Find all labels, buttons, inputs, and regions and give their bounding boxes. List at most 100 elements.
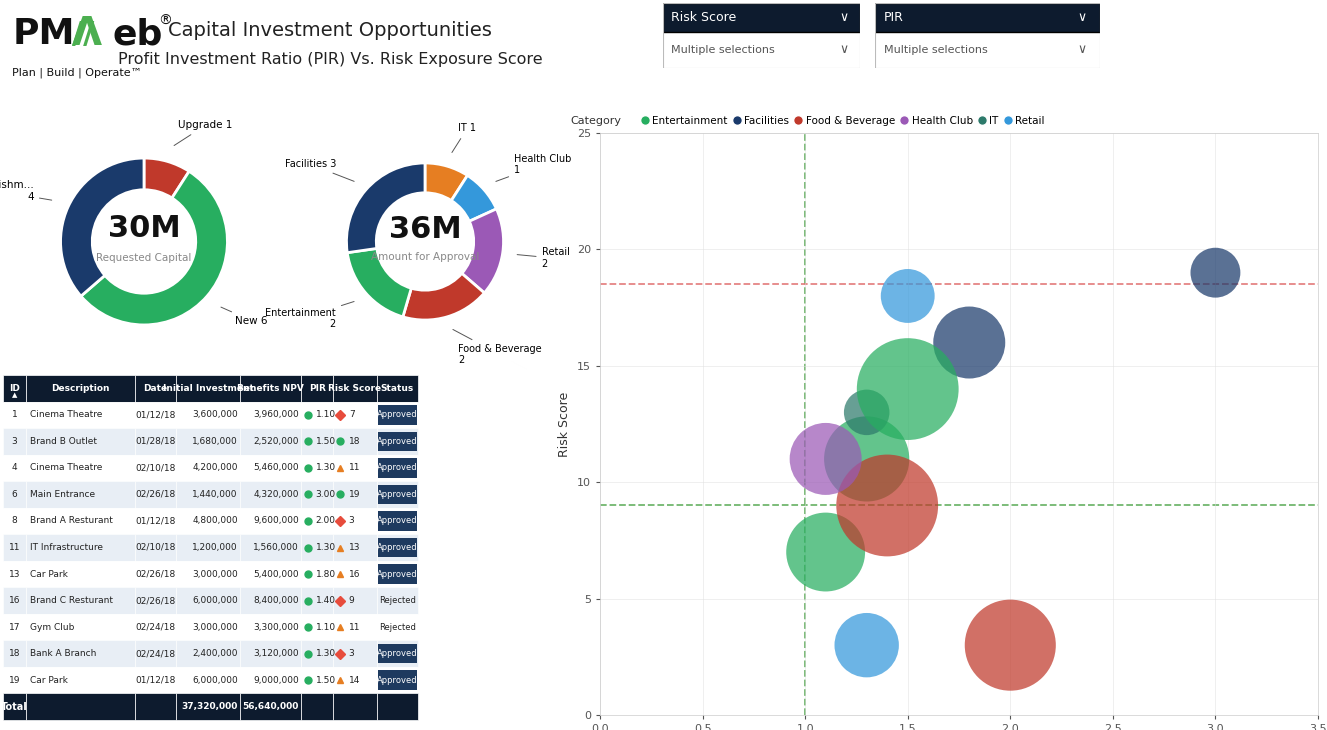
FancyBboxPatch shape bbox=[27, 694, 134, 720]
FancyBboxPatch shape bbox=[176, 402, 240, 428]
Point bbox=[856, 639, 877, 651]
Text: 1,680,000: 1,680,000 bbox=[192, 437, 238, 446]
Text: Rejected: Rejected bbox=[380, 623, 415, 631]
Text: 02/26/18: 02/26/18 bbox=[135, 569, 175, 579]
FancyBboxPatch shape bbox=[27, 640, 134, 667]
Text: Initial Investment: Initial Investment bbox=[163, 384, 253, 393]
Text: Λ: Λ bbox=[72, 15, 102, 53]
Text: 6: 6 bbox=[12, 490, 17, 499]
FancyBboxPatch shape bbox=[240, 428, 301, 455]
FancyBboxPatch shape bbox=[176, 588, 240, 614]
FancyBboxPatch shape bbox=[27, 534, 134, 561]
Point bbox=[856, 453, 877, 465]
Text: Entertainment
2: Entertainment 2 bbox=[265, 301, 354, 329]
Text: Cinema Theatre: Cinema Theatre bbox=[29, 410, 102, 419]
Text: Date: Date bbox=[143, 384, 167, 393]
Text: 2,520,000: 2,520,000 bbox=[253, 437, 299, 446]
Text: 02/10/18: 02/10/18 bbox=[135, 464, 175, 472]
Text: 4: 4 bbox=[12, 464, 17, 472]
FancyBboxPatch shape bbox=[27, 375, 134, 402]
Text: Car Park: Car Park bbox=[29, 569, 68, 579]
FancyBboxPatch shape bbox=[301, 614, 333, 640]
FancyBboxPatch shape bbox=[3, 375, 27, 402]
FancyBboxPatch shape bbox=[27, 455, 134, 481]
FancyBboxPatch shape bbox=[134, 614, 176, 640]
Text: Health Club
1: Health Club 1 bbox=[496, 153, 572, 182]
FancyBboxPatch shape bbox=[333, 481, 377, 507]
Text: Car Park: Car Park bbox=[29, 676, 68, 685]
FancyBboxPatch shape bbox=[377, 375, 418, 402]
Text: ∨: ∨ bbox=[1078, 11, 1087, 24]
FancyBboxPatch shape bbox=[333, 667, 377, 694]
Text: 3.00: 3.00 bbox=[316, 490, 336, 499]
Text: 4,200,000: 4,200,000 bbox=[192, 464, 238, 472]
Text: eb: eb bbox=[113, 18, 163, 51]
FancyBboxPatch shape bbox=[301, 694, 333, 720]
Text: 16: 16 bbox=[349, 569, 360, 579]
Text: Approved: Approved bbox=[377, 676, 418, 685]
Text: New 6: New 6 bbox=[222, 307, 268, 326]
FancyBboxPatch shape bbox=[377, 507, 418, 534]
Text: ID: ID bbox=[9, 384, 20, 393]
Text: Gym Club: Gym Club bbox=[29, 623, 74, 631]
FancyBboxPatch shape bbox=[301, 640, 333, 667]
Text: Initiative Requests by Type: Initiative Requests by Type bbox=[49, 91, 239, 104]
FancyBboxPatch shape bbox=[301, 561, 333, 588]
FancyBboxPatch shape bbox=[134, 507, 176, 534]
Text: Approved: Approved bbox=[377, 490, 418, 499]
Text: 3: 3 bbox=[349, 649, 354, 658]
Text: 11: 11 bbox=[9, 543, 20, 552]
Point bbox=[897, 383, 918, 395]
Text: 02/26/18: 02/26/18 bbox=[135, 596, 175, 605]
FancyBboxPatch shape bbox=[301, 507, 333, 534]
Point bbox=[1205, 267, 1226, 279]
Text: 3: 3 bbox=[349, 516, 354, 526]
Text: ▲: ▲ bbox=[12, 392, 17, 398]
Text: 01/12/18: 01/12/18 bbox=[135, 676, 175, 685]
FancyBboxPatch shape bbox=[134, 455, 176, 481]
FancyBboxPatch shape bbox=[27, 588, 134, 614]
Text: 1: 1 bbox=[12, 410, 17, 419]
Text: 1.50: 1.50 bbox=[316, 437, 336, 446]
FancyBboxPatch shape bbox=[27, 507, 134, 534]
Text: Facilities 3: Facilities 3 bbox=[284, 159, 354, 181]
Wedge shape bbox=[346, 163, 425, 253]
FancyBboxPatch shape bbox=[27, 561, 134, 588]
Point bbox=[958, 337, 979, 348]
Text: 19: 19 bbox=[9, 676, 20, 685]
FancyBboxPatch shape bbox=[378, 405, 417, 425]
Text: 14: 14 bbox=[349, 676, 360, 685]
Text: Rejected: Rejected bbox=[380, 596, 415, 605]
Text: Risk Score: Risk Score bbox=[328, 384, 381, 393]
Text: 3,120,000: 3,120,000 bbox=[253, 649, 299, 658]
Text: Plan | Build | Operate™: Plan | Build | Operate™ bbox=[12, 67, 142, 78]
Text: Retail
2: Retail 2 bbox=[518, 247, 569, 269]
Text: 3,960,000: 3,960,000 bbox=[253, 410, 299, 419]
Text: 19: 19 bbox=[349, 490, 360, 499]
Text: 56,640,000: 56,640,000 bbox=[243, 702, 299, 711]
Text: 2.00: 2.00 bbox=[316, 516, 336, 526]
FancyBboxPatch shape bbox=[333, 455, 377, 481]
FancyBboxPatch shape bbox=[301, 455, 333, 481]
FancyBboxPatch shape bbox=[240, 375, 301, 402]
FancyBboxPatch shape bbox=[3, 534, 27, 561]
FancyBboxPatch shape bbox=[240, 667, 301, 694]
Text: IT 1: IT 1 bbox=[453, 123, 476, 153]
FancyBboxPatch shape bbox=[176, 428, 240, 455]
FancyBboxPatch shape bbox=[240, 455, 301, 481]
FancyBboxPatch shape bbox=[301, 667, 333, 694]
Text: 8: 8 bbox=[12, 516, 17, 526]
Text: 3,600,000: 3,600,000 bbox=[192, 410, 238, 419]
FancyBboxPatch shape bbox=[176, 481, 240, 507]
Text: Approved: Approved bbox=[377, 569, 418, 579]
Text: Benefits NPV: Benefits NPV bbox=[238, 384, 304, 393]
Text: 9,600,000: 9,600,000 bbox=[253, 516, 299, 526]
Text: 1.50: 1.50 bbox=[316, 676, 336, 685]
FancyBboxPatch shape bbox=[333, 694, 377, 720]
Text: 1.10: 1.10 bbox=[316, 623, 336, 631]
Text: //: // bbox=[72, 20, 94, 49]
Text: 4,800,000: 4,800,000 bbox=[192, 516, 238, 526]
FancyBboxPatch shape bbox=[3, 667, 27, 694]
FancyBboxPatch shape bbox=[240, 561, 301, 588]
Text: Approved: Approved bbox=[377, 410, 418, 419]
